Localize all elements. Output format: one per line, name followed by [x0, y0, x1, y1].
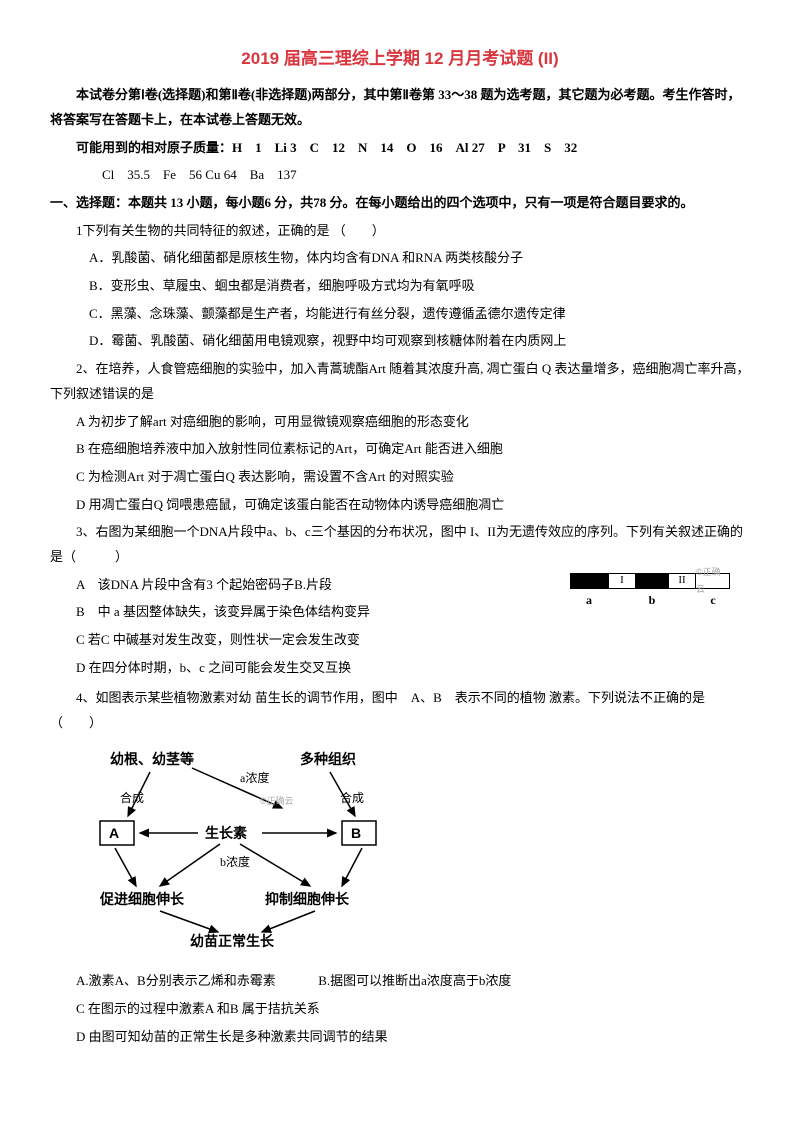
hormone-flowchart: .t{font-family:"SimHei","黑体",sans-serif;… [90, 746, 420, 960]
node-tissues: 多种组织 [300, 751, 356, 767]
watermark: ©正确云 [696, 573, 730, 589]
exam-title: 2019 届高三理综上学期 12 月月考试题 (II) [50, 43, 750, 75]
q3-opt-d: D 在四分体时期，b、c 之间可能会发生交叉互换 [50, 656, 750, 681]
preamble-3: Cl 35.5 Fe 56 Cu 64 Ba 137 [50, 163, 750, 188]
dna-label-a: a [570, 589, 608, 612]
node-auxin: 生长素 [205, 825, 247, 841]
q1-stem: 1下列有关生物的共同特征的叙述，正确的是 （ ） [50, 219, 750, 244]
preamble-1: 本试卷分第Ⅰ卷(选择题)和第Ⅱ卷(非选择题)两部分，其中第Ⅱ卷第 33～38 题… [50, 83, 750, 132]
edge-a-conc: a浓度 [240, 770, 269, 785]
q1-opt-b: B．变形虫、草履虫、蛔虫都是消费者，细胞呼吸方式均为有氧呼吸 [50, 274, 750, 299]
dna-diagram: I II ©正确云 a b c [570, 573, 750, 612]
q2-opt-c: C 为检测Art 对于凋亡蛋白Q 表达影响，需设置不含Art 的对照实验 [50, 465, 750, 490]
preamble-2: 可能用到的相对原子质量：H 1 Li 3 C 12 N 14 O 16 Al 2… [50, 136, 750, 161]
q4-opt-c: C 在图示的过程中激素A 和B 属于拮抗关系 [50, 997, 750, 1022]
q2-stem: 2、在培养，人食管癌细胞的实验中，加入青蒿琥酯Art 随着其浓度升高, 凋亡蛋白… [50, 357, 750, 406]
q4-opt-b: B.据图可以推断出a浓度高于b浓度 [318, 973, 511, 988]
q2-opt-b: B 在癌细胞培养液中加入放射性同位素标记的Art，可确定Art 能否进入细胞 [50, 437, 750, 462]
q1-opt-c: C．黑藻、念珠藻、颤藻都是生产者，均能进行有丝分裂，遗传遵循孟德尔遗传定律 [50, 302, 750, 327]
node-roots: 幼根、幼茎等 [110, 751, 194, 767]
edge-synth-2: 合成 [340, 790, 364, 805]
watermark-2: ©正确云 [260, 795, 294, 806]
node-promote: 促进细胞伸长 [99, 891, 185, 907]
q4-stem: 4、如图表示某些植物激素对幼 苗生长的调节作用，图中 A、B 表示不同的植物 激… [50, 686, 750, 735]
dna-label-c: c [696, 589, 730, 612]
q3-opt-c: C 若C 中碱基对发生改变，则性状一定会发生改变 [50, 628, 750, 653]
edge-synth-1: 合成 [120, 790, 144, 805]
q3-stem: 3、右图为某细胞一个DNA片段中a、b、c三个基因的分布状况，图中 I、II为无… [50, 520, 750, 569]
node-inhibit: 抑制细胞伸长 [265, 891, 350, 907]
q1-opt-a: A．乳酸菌、硝化细菌都是原核生物，体内均含有DNA 和RNA 两类核酸分子 [50, 246, 750, 271]
q2-opt-d: D 用凋亡蛋白Q 饲喂患癌鼠，可确定该蛋白能否在动物体内诱导癌细胞凋亡 [50, 493, 750, 518]
q4-opt-ab: A.激素A、B分别表示乙烯和赤霉素 B.据图可以推断出a浓度高于b浓度 [50, 969, 750, 994]
q4-opt-d: D 由图可知幼苗的正常生长是多种激素共同调节的结果 [50, 1025, 750, 1050]
node-A: A [109, 825, 119, 841]
q2-opt-a: A 为初步了解art 对癌细胞的影响，可用显微镜观察癌细胞的形态变化 [50, 410, 750, 435]
dna-label-b: b [636, 589, 668, 612]
q1-opt-d: D．霉菌、乳酸菌、硝化细菌用电镜观察，视野中均可观察到核糖体附着在内质网上 [50, 329, 750, 354]
node-growth: 幼苗正常生长 [190, 933, 275, 949]
dna-region-I: I [608, 573, 636, 589]
node-B: B [351, 825, 361, 841]
dna-region-II: II [668, 573, 696, 589]
section-1-heading: 一、选择题：本题共 13 小题，每小题6 分，共78 分。在每小题给出的四个选项… [50, 191, 750, 216]
q4-opt-a: A.激素A、B分别表示乙烯和赤霉素 [76, 973, 276, 988]
edge-b-conc: b浓度 [220, 854, 250, 869]
